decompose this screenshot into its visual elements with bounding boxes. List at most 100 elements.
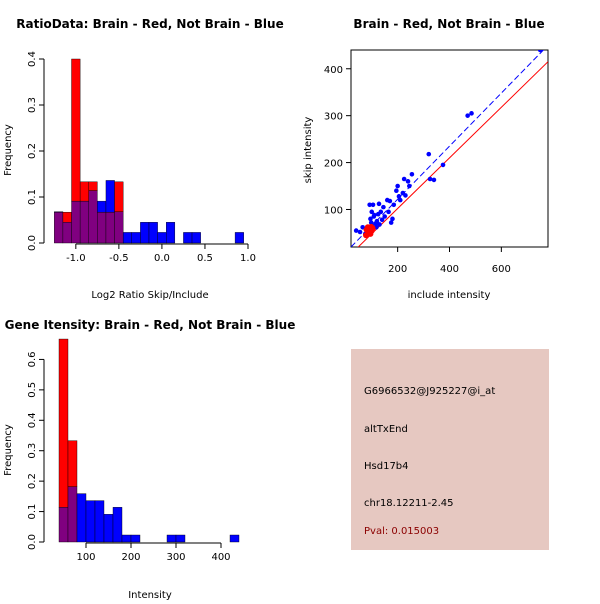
intensity-hist-notbrain-bar [176, 535, 185, 542]
notbrain-point [379, 210, 384, 215]
gene-name: Hsd17b4 [364, 461, 409, 472]
intensity-hist-xtick-label: 100 [76, 552, 95, 563]
notbrain-point [394, 188, 399, 193]
scatter-ytick-label: 100 [324, 205, 343, 216]
ratio-hist-title: RatioData: Brain - Red, Not Brain - Blue [16, 17, 283, 31]
intensity-hist-notbrain-bar [86, 501, 95, 542]
scatter-ytick-label: 200 [324, 159, 343, 170]
p-value: Pval: 0.015003 [364, 526, 439, 537]
ratio-hist-overlap-bar [54, 212, 63, 243]
intensity-hist-ytick-label: 0.4 [27, 412, 38, 428]
ratio-hist-xlabel: Log2 Ratio Skip/Include [91, 290, 208, 301]
ratio-hist-notbrain-bar [183, 232, 192, 243]
ratio-hist-notbrain-bar [132, 232, 141, 243]
ratio-hist-xtick-label: -1.0 [66, 253, 86, 264]
intensity-hist-notbrain-bar [104, 514, 113, 542]
brain-point [370, 225, 376, 231]
intensity-hist-overlap-bar [68, 487, 77, 542]
genomic-location: chr18.12211-2.45 [364, 498, 454, 509]
notbrain-point [390, 217, 395, 222]
notbrain-point [386, 210, 391, 215]
ratio-hist-y-ticks: 0.00.10.20.30.4 [27, 51, 44, 251]
notbrain-point [465, 113, 470, 118]
ratio-hist-bars [54, 59, 243, 243]
intensity-hist-notbrain-bar [131, 535, 140, 542]
ratio-hist-xtick-label: -0.5 [109, 253, 129, 264]
ratio-hist-overlap-bar [115, 212, 124, 243]
ratio-hist-ytick-label: 0.2 [27, 143, 38, 159]
ratio-hist-notbrain-bar [166, 222, 175, 243]
scatter-xtick-label: 400 [440, 264, 459, 275]
notbrain-point [426, 152, 431, 157]
notbrain-point [382, 214, 387, 219]
probe-id: G6966532@J925227@i_at [364, 386, 495, 397]
scatter-xtick-label: 200 [388, 264, 407, 275]
intensity-hist-bars [59, 339, 239, 542]
ratio-hist-notbrain-bar [106, 180, 115, 212]
scatter-ylabel: skip intensity [303, 117, 314, 184]
intensity-hist-notbrain-bar [167, 535, 176, 542]
intensity-hist-xtick-label: 300 [166, 552, 185, 563]
intensity-hist-title: Gene Itensity: Brain - Red, Not Brain - … [5, 318, 296, 332]
ratio-hist-overlap-bar [72, 201, 81, 243]
ratio-hist-xtick-label: 0.5 [197, 253, 213, 264]
ratio-hist-overlap-bar [63, 222, 72, 243]
notbrain-point [406, 179, 411, 184]
ratio-hist-ylabel: Frequency [3, 124, 14, 176]
notbrain-point [388, 199, 393, 204]
brain-point [367, 231, 373, 237]
info-panel: G6966532@J925227@i_at altTxEnd Hsd17b4 c… [351, 349, 549, 550]
notbrain-point [381, 205, 386, 210]
notbrain-point [377, 202, 382, 207]
ratio-hist-brain-bar [89, 182, 98, 191]
intensity-hist-notbrain-bar [122, 535, 131, 542]
intensity-hist-ytick-label: 0.6 [27, 351, 38, 367]
notbrain-point [395, 184, 400, 189]
notbrain-point [469, 111, 474, 116]
intensity-hist-ylabel: Frequency [3, 424, 14, 476]
event-type: altTxEnd [364, 424, 408, 435]
notbrain-point [410, 172, 415, 177]
ratio-hist-notbrain-bar [97, 201, 106, 212]
ratio-hist-overlap-bar [106, 212, 115, 243]
ratio-hist-xtick-label: 1.0 [240, 253, 256, 264]
scatter-xlabel: include intensity [408, 290, 491, 301]
ratio-hist-brain-bar [80, 182, 89, 201]
notbrain-point [428, 177, 433, 182]
intensity-hist-xlabel: Intensity [128, 590, 172, 600]
intensity-hist-ytick-label: 0.1 [27, 504, 38, 520]
notbrain-fit-line [351, 45, 548, 247]
ratio-hist-overlap-bar [80, 201, 89, 243]
ratio-hist-notbrain-bar [235, 232, 244, 243]
intensity-histogram-panel: Gene Itensity: Brain - Red, Not Brain - … [3, 318, 295, 600]
scatter-xtick-label: 600 [492, 264, 511, 275]
intensity-hist-notbrain-bar [113, 507, 122, 542]
ratio-hist-ytick-label: 0.4 [27, 51, 38, 67]
ratio-hist-overlap-bar [97, 212, 106, 243]
intensity-hist-overlap-bar [59, 507, 68, 542]
ratio-hist-notbrain-bar [158, 232, 167, 243]
notbrain-point [377, 222, 382, 227]
scatter-x-ticks: 200 400 600 [388, 247, 511, 275]
notbrain-point [398, 198, 403, 203]
notbrain-point [371, 202, 376, 207]
intensity-hist-brain-bar [59, 339, 68, 507]
notbrain-point [432, 178, 437, 183]
notbrain-point [358, 230, 363, 235]
notbrain-point [538, 48, 543, 53]
notbrain-point [441, 163, 446, 168]
ratio-hist-brain-bar [63, 212, 72, 222]
notbrain-point [391, 202, 396, 207]
scatter-points [354, 48, 543, 239]
intensity-hist-xtick-label: 200 [121, 552, 140, 563]
intensity-hist-ytick-label: 0.5 [27, 382, 38, 398]
notbrain-point [403, 193, 408, 198]
ratio-hist-notbrain-bar [149, 222, 158, 243]
intensity-hist-ytick-label: 0.0 [27, 534, 38, 550]
ratio-hist-notbrain-bar [192, 232, 201, 243]
notbrain-point [372, 213, 377, 218]
intensity-hist-y-ticks: 0.00.10.20.30.40.50.6 [27, 351, 44, 549]
